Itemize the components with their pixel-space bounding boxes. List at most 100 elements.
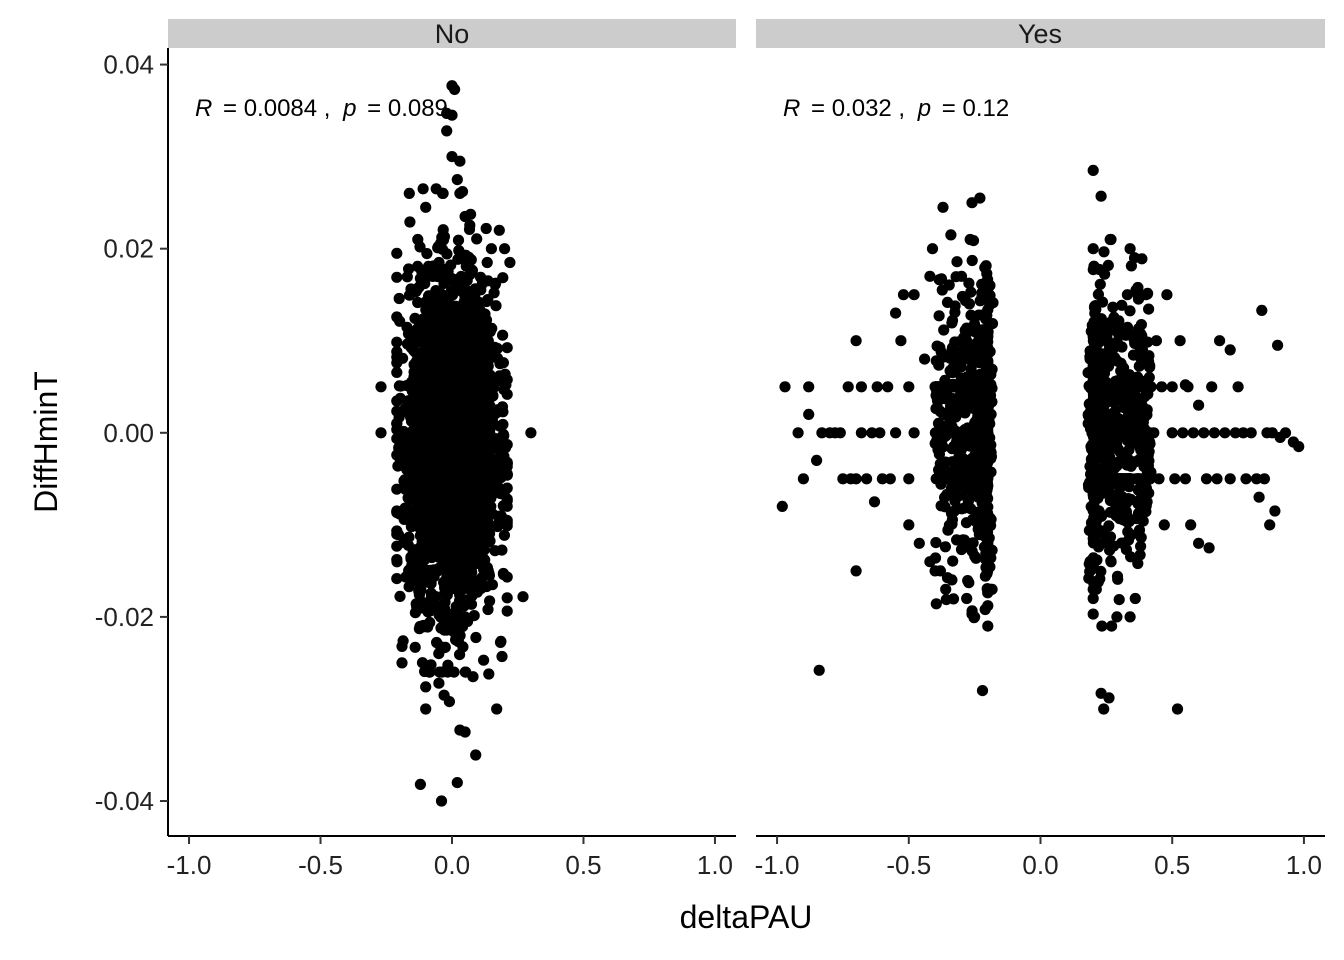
data-point: [1111, 355, 1123, 367]
data-point: [428, 603, 441, 615]
data-point: [375, 427, 387, 439]
data-point: [954, 484, 966, 496]
data-point: [953, 391, 965, 403]
data-point: [1087, 264, 1099, 276]
data-point: [939, 541, 952, 553]
data-point: [482, 565, 494, 577]
data-point: [1116, 491, 1128, 503]
points-no: [375, 80, 537, 807]
data-point: [424, 509, 436, 521]
data-point: [977, 528, 989, 540]
data-point: [1112, 573, 1124, 585]
data-point: [1134, 406, 1146, 418]
data-point: [935, 346, 947, 358]
data-point: [982, 347, 994, 359]
strip-label-yes: Yes: [1018, 19, 1062, 49]
data-point: [470, 631, 482, 644]
data-point: [408, 371, 420, 383]
data-point: [967, 537, 979, 549]
data-point: [438, 404, 450, 416]
data-point: [438, 603, 450, 615]
data-point: [407, 432, 419, 444]
data-point: [443, 349, 455, 361]
data-point: [466, 300, 478, 312]
data-point: [491, 703, 503, 715]
data-point: [391, 351, 403, 363]
data-point: [490, 300, 502, 312]
data-point: [432, 333, 444, 345]
data-point: [1120, 544, 1132, 556]
data-point: [457, 620, 469, 633]
data-point: [451, 174, 463, 186]
data-point: [452, 404, 464, 416]
data-point: [435, 611, 447, 623]
data-point: [986, 382, 998, 394]
data-point: [1104, 494, 1116, 507]
data-point: [1099, 268, 1111, 280]
data-point: [1096, 296, 1109, 308]
data-point: [489, 278, 501, 291]
data-point: [405, 411, 417, 423]
data-point: [504, 256, 516, 269]
data-point: [393, 292, 405, 305]
data-point: [1124, 305, 1136, 317]
data-point: [436, 382, 449, 394]
data-point: [471, 233, 483, 245]
data-point: [441, 624, 453, 636]
data-point: [426, 398, 438, 410]
data-point: [1104, 316, 1116, 329]
data-point: [421, 326, 433, 338]
data-point: [933, 310, 945, 322]
data-point: [966, 371, 979, 383]
data-point: [931, 393, 944, 405]
data-point: [426, 448, 438, 460]
data-point: [425, 577, 437, 590]
data-point: [449, 83, 461, 95]
data-point: [958, 541, 970, 553]
data-point: [415, 360, 427, 372]
data-point: [414, 778, 426, 791]
data-point: [451, 426, 464, 438]
data-point: [486, 463, 498, 475]
data-point: [482, 603, 494, 616]
data-point: [391, 573, 403, 585]
data-point: [936, 284, 948, 296]
data-point: [440, 574, 452, 587]
data-point: [501, 495, 513, 507]
data-point: [955, 355, 967, 367]
data-point: [448, 666, 460, 678]
data-point: [1101, 331, 1113, 343]
data-point: [406, 485, 418, 497]
data-point: [483, 399, 495, 411]
stat-p-label-no: p: [342, 95, 356, 122]
data-point: [985, 453, 997, 465]
data-point: [488, 287, 500, 299]
data-point: [965, 309, 977, 321]
data-point: [961, 322, 973, 334]
data-point: [394, 392, 406, 404]
data-point: [435, 496, 448, 508]
data-point: [432, 476, 444, 488]
data-point: [404, 216, 416, 228]
data-point: [1098, 246, 1110, 258]
data-point: [412, 233, 424, 246]
data-point: [456, 280, 468, 292]
data-point: [1122, 393, 1134, 405]
data-point: [498, 430, 510, 442]
data-point: [971, 343, 983, 355]
data-point: [934, 405, 947, 418]
data-point: [464, 469, 476, 481]
data-point: [481, 256, 493, 269]
data-point: [980, 260, 992, 272]
data-point: [1105, 555, 1117, 567]
data-point: [1093, 487, 1105, 500]
data-point: [403, 456, 415, 468]
data-point: [484, 388, 496, 400]
data-point: [481, 580, 493, 593]
data-point: [465, 485, 477, 497]
data-point: [1101, 349, 1114, 361]
data-point: [391, 505, 403, 517]
data-point: [416, 557, 428, 569]
data-point: [497, 329, 509, 341]
